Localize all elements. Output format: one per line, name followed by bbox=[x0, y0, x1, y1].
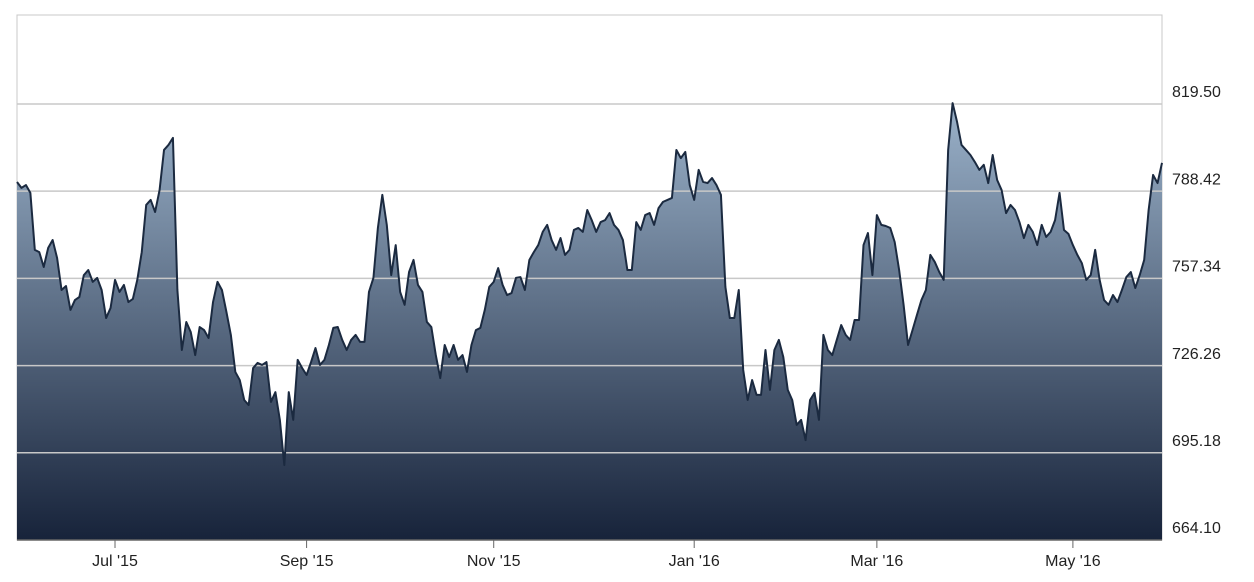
y-tick-label: 695.18 bbox=[1172, 433, 1221, 450]
x-tick-label: Mar '16 bbox=[850, 553, 903, 570]
y-tick-label: 664.10 bbox=[1172, 520, 1221, 537]
x-tick-label: Jan '16 bbox=[669, 553, 720, 570]
area bbox=[17, 103, 1162, 541]
line bbox=[16, 102, 1163, 467]
y-tick-label: 819.50 bbox=[1172, 84, 1221, 101]
y-tick-label: 757.34 bbox=[1172, 259, 1221, 276]
x-tick-label: Jul '15 bbox=[92, 553, 138, 570]
y-tick-label: 726.26 bbox=[1172, 346, 1221, 363]
x-tick-label: Nov '15 bbox=[467, 553, 521, 570]
y-tick-label: 788.42 bbox=[1172, 171, 1221, 188]
x-tick-label: Sep '15 bbox=[280, 553, 334, 570]
x-tick-label: May '16 bbox=[1045, 553, 1101, 570]
